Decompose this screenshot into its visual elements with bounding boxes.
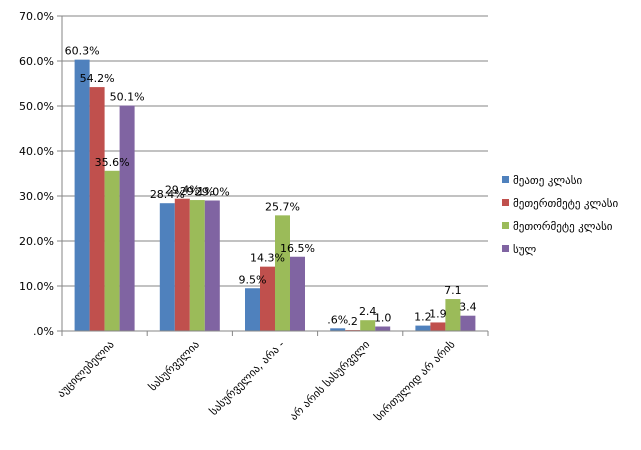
legend-label: მეთერთმეტე კლასი bbox=[513, 197, 619, 210]
data-label: 14.3% bbox=[250, 252, 285, 265]
x-tick-label: სასურველია, არა - bbox=[207, 338, 287, 418]
bar bbox=[330, 328, 346, 331]
legend-label: სულ bbox=[513, 243, 536, 256]
bar bbox=[74, 59, 90, 332]
y-tick-label: 60.0% bbox=[19, 55, 54, 68]
data-label: 54.2% bbox=[80, 72, 115, 85]
bar bbox=[415, 325, 431, 331]
bar bbox=[460, 315, 476, 331]
x-tick-label: სასურველია bbox=[146, 338, 202, 394]
bar bbox=[275, 215, 290, 331]
data-label: 7.1 bbox=[444, 284, 462, 297]
data-label: 29.1% bbox=[180, 185, 215, 198]
legend-swatch bbox=[502, 199, 509, 206]
y-tick-label: 50.0% bbox=[19, 100, 54, 113]
data-label: 28.4% bbox=[150, 188, 185, 201]
data-label: 2.4 bbox=[359, 305, 377, 318]
data-label: 3.4 bbox=[459, 301, 477, 314]
bar bbox=[360, 320, 376, 331]
bars bbox=[61, 59, 489, 336]
bar bbox=[104, 170, 120, 331]
y-tick-label: 30.0% bbox=[19, 190, 54, 203]
x-tick-label: სირთულიდ არ არის bbox=[372, 338, 458, 424]
legend-label: მეთორმეტე კლასი bbox=[513, 220, 613, 233]
x-axis-ticks: აუცილებელია სასურველია სასურველია, არა - არ… bbox=[55, 338, 458, 424]
data-label: 1.9 bbox=[429, 307, 447, 320]
y-tick-label: 70.0% bbox=[19, 10, 54, 23]
bar bbox=[159, 203, 175, 331]
data-label: 16.5% bbox=[280, 242, 315, 255]
data-label: .2 bbox=[347, 315, 358, 328]
bar bbox=[89, 87, 105, 331]
data-label: 50.1% bbox=[110, 91, 145, 104]
y-axis-ticks: 70.0% 60.0% 50.0% 40.0% 30.0% 20.0% 10.0% .0% bbox=[19, 10, 54, 338]
data-label: 60.3% bbox=[65, 45, 100, 58]
data-label: 29.0% bbox=[195, 186, 230, 199]
data-label: 35.6% bbox=[95, 156, 130, 169]
bar bbox=[189, 200, 205, 331]
bar bbox=[430, 322, 446, 331]
y-tick-label: 10.0% bbox=[19, 280, 54, 293]
bar bbox=[119, 105, 135, 331]
data-labels: 60.3% 28.4% 9.5% .6% 1.2 54.2% 29.4% 14.3% .2 1.9… bbox=[65, 45, 477, 328]
bar bbox=[260, 266, 275, 331]
y-tick-label: 40.0% bbox=[19, 145, 54, 158]
data-label: 1.2 bbox=[414, 311, 432, 324]
data-label: 1.0 bbox=[374, 312, 392, 325]
data-label: 25.7% bbox=[265, 200, 300, 213]
legend-swatch bbox=[502, 176, 509, 183]
bar bbox=[290, 256, 305, 331]
legend-swatch bbox=[502, 245, 509, 252]
legend-swatch bbox=[502, 222, 509, 229]
x-tick-label: არ არის სასურველი bbox=[287, 338, 372, 423]
data-label: 9.5% bbox=[239, 273, 267, 286]
bar bbox=[375, 326, 391, 331]
data-label: .6% bbox=[327, 313, 348, 326]
bar bbox=[174, 198, 190, 331]
data-label: 29.4% bbox=[165, 184, 200, 197]
bar bbox=[245, 288, 260, 331]
legend-label: მეათე კლასი bbox=[513, 174, 582, 187]
legend: მეათე კლასი მეთერთმეტე კლასი მეთორმეტე კლა… bbox=[502, 174, 619, 256]
bar bbox=[204, 200, 220, 331]
y-tick-label: 20.0% bbox=[19, 235, 54, 248]
bar bbox=[445, 299, 461, 331]
y-tick-label: .0% bbox=[33, 325, 54, 338]
x-tick-label: აუცილებელია bbox=[55, 338, 117, 400]
